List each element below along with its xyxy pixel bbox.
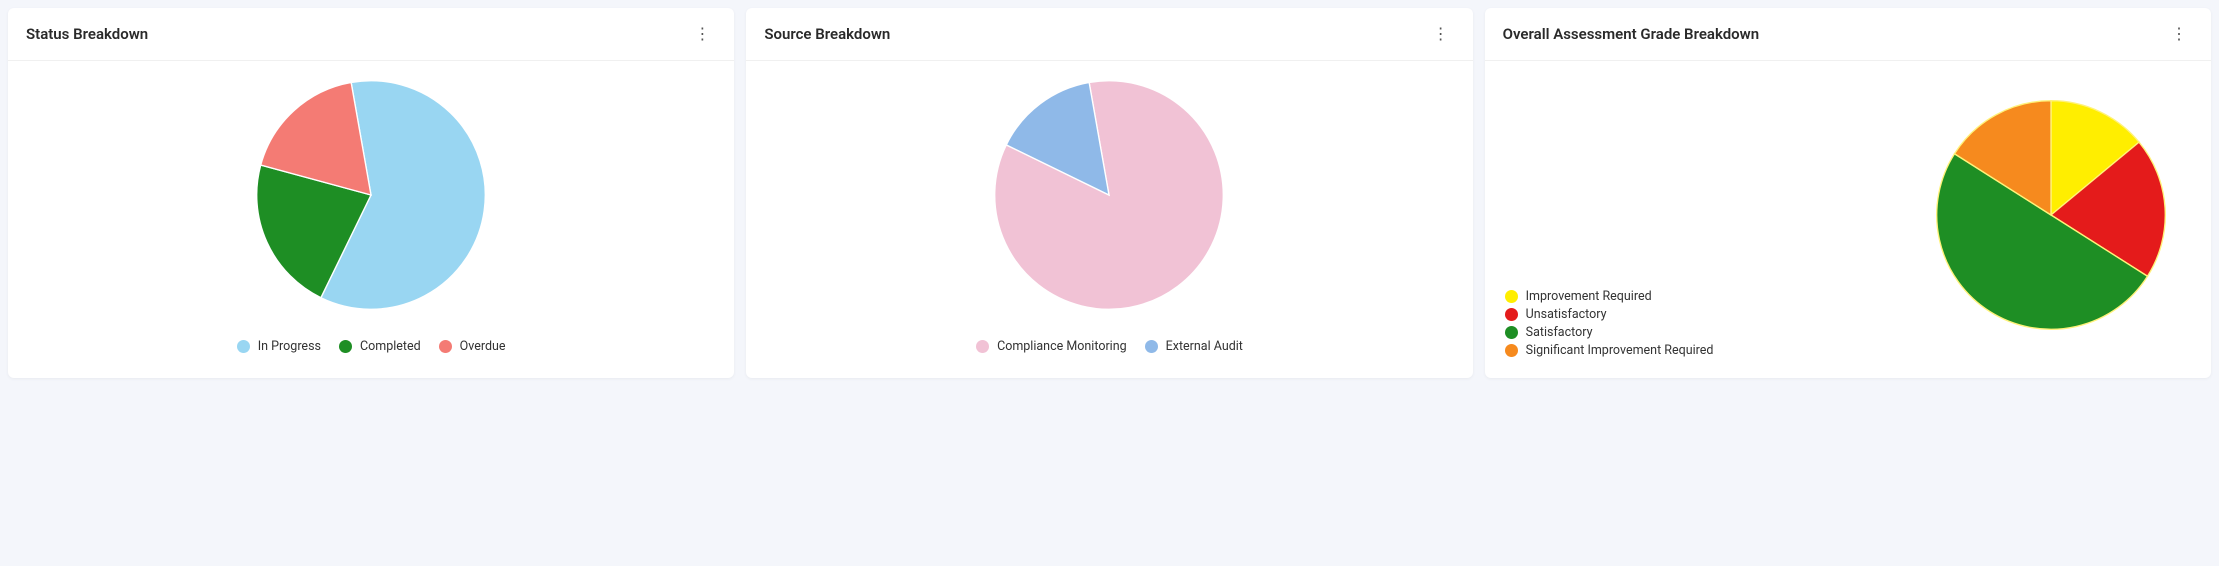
legend-item: Satisfactory [1505, 325, 1714, 340]
legend-label: Completed [360, 339, 421, 354]
kebab-menu-icon[interactable]: ⋮ [2165, 22, 2193, 46]
legend-source: Compliance Monitoring External Audit [976, 339, 1243, 354]
card-source-breakdown: Source Breakdown ⋮ Compliance Monitoring… [746, 8, 1472, 378]
kebab-menu-icon[interactable]: ⋮ [1427, 22, 1455, 46]
legend-swatch [237, 340, 250, 353]
legend-item: Overdue [439, 339, 506, 354]
legend-label: Improvement Required [1526, 289, 1652, 304]
card-body: Improvement Required Unsatisfactory Satisf… [1485, 61, 2211, 378]
legend-swatch [1145, 340, 1158, 353]
legend-item: Significant Improvement Required [1505, 343, 1714, 358]
card-grade-breakdown: Overall Assessment Grade Breakdown ⋮ Imp… [1485, 8, 2211, 378]
legend-grade: Improvement Required Unsatisfactory Satisf… [1505, 289, 1714, 358]
legend-label: Unsatisfactory [1526, 307, 1607, 322]
pie-chart-source [989, 75, 1229, 315]
legend-label: Compliance Monitoring [997, 339, 1127, 354]
card-header: Overall Assessment Grade Breakdown ⋮ [1485, 8, 2211, 61]
card-title: Source Breakdown [764, 25, 890, 43]
legend-label: External Audit [1166, 339, 1243, 354]
card-body: In Progress Completed Overdue [8, 61, 734, 378]
legend-item: Unsatisfactory [1505, 307, 1714, 322]
legend-swatch [1505, 290, 1518, 303]
card-title: Overall Assessment Grade Breakdown [1503, 25, 1759, 43]
legend-swatch [976, 340, 989, 353]
legend-label: Significant Improvement Required [1526, 343, 1714, 358]
card-status-breakdown: Status Breakdown ⋮ In Progress Completed O… [8, 8, 734, 378]
legend-item: Improvement Required [1505, 289, 1714, 304]
pie-chart-status [251, 75, 491, 315]
pie-chart-grade [1931, 95, 2171, 335]
legend-swatch [1505, 344, 1518, 357]
legend-item: External Audit [1145, 339, 1243, 354]
legend-swatch [1505, 326, 1518, 339]
kebab-menu-icon[interactable]: ⋮ [688, 22, 716, 46]
legend-label: In Progress [258, 339, 321, 354]
card-body: Compliance Monitoring External Audit [746, 61, 1472, 378]
dashboard-row: Status Breakdown ⋮ In Progress Completed O… [8, 8, 2211, 378]
card-header: Source Breakdown ⋮ [746, 8, 1472, 61]
legend-item: Completed [339, 339, 421, 354]
legend-status: In Progress Completed Overdue [237, 339, 506, 354]
card-header: Status Breakdown ⋮ [8, 8, 734, 61]
legend-swatch [439, 340, 452, 353]
legend-swatch [1505, 308, 1518, 321]
legend-label: Satisfactory [1526, 325, 1593, 340]
legend-item: Compliance Monitoring [976, 339, 1127, 354]
legend-label: Overdue [460, 339, 506, 354]
legend-swatch [339, 340, 352, 353]
card-title: Status Breakdown [26, 25, 148, 43]
legend-item: In Progress [237, 339, 321, 354]
